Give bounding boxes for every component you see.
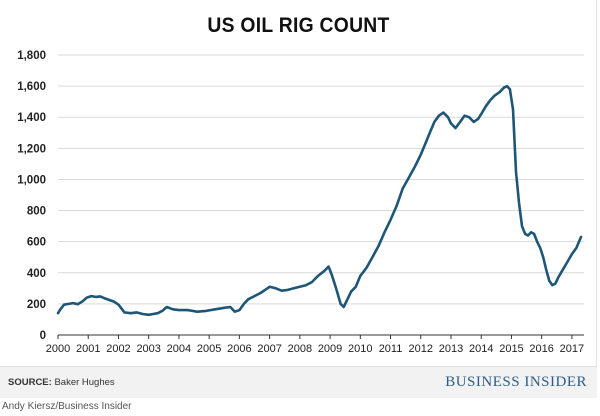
photo-credit: Andy Kiersz/Business Insider	[2, 401, 132, 412]
x-tick-label: 2002	[106, 343, 130, 355]
y-tick-label: 1,000	[17, 174, 46, 186]
x-tick-label: 2006	[227, 343, 251, 355]
brand-logo: BUSINESS INSIDER	[445, 374, 587, 390]
y-tick-label: 1,800	[17, 50, 46, 62]
source-value: Baker Hughes	[54, 377, 115, 388]
rig-count-line	[56, 84, 583, 317]
x-tick-label: 2016	[529, 343, 553, 355]
x-tick-label: 2017	[560, 343, 584, 355]
gridlines	[58, 54, 584, 305]
x-tick-label: 2007	[257, 343, 281, 355]
source-note: SOURCE: Baker Hughes	[8, 377, 115, 388]
x-tick-label: 2013	[439, 343, 463, 355]
x-tick-label: 2011	[379, 343, 403, 355]
y-tick-label: 600	[27, 237, 46, 249]
chart-card: US OIL RIG COUNT 0 200 400 600 800 1,000 1,200…	[0, 0, 597, 398]
x-tick-label: 2012	[409, 343, 433, 355]
y-tick-label: 1,400	[17, 112, 46, 124]
x-tick-label: 2014	[469, 343, 493, 355]
x-tick-label: 2004	[167, 343, 191, 355]
chart-title: US OIL RIG COUNT	[207, 14, 390, 37]
y-tick-label: 0	[40, 330, 46, 342]
x-tick-label: 2015	[499, 343, 523, 355]
source-label: SOURCE:	[8, 377, 52, 388]
y-axis-ticks: 0 200 400 600 800 1,000 1,200 1,400 1,600 1,800	[17, 50, 46, 342]
chart-footer: SOURCE: Baker Hughes BUSINESS INSIDER	[0, 366, 597, 398]
x-tick-label: 2001	[76, 343, 100, 355]
y-tick-label: 1,600	[17, 81, 46, 93]
x-tick-label: 2009	[318, 343, 342, 355]
x-axis-ticks: 2000 2001 2002 2003 2004 2005 2006 2007 2008 2009…	[46, 335, 584, 355]
x-tick-label: 2000	[46, 343, 70, 355]
x-tick-label: 2008	[288, 343, 312, 355]
x-tick-label: 2005	[197, 343, 221, 355]
line-chart: 0 200 400 600 800 1,000 1,200 1,400 1,600 1,800 2…	[17, 50, 584, 355]
x-tick-label: 2003	[136, 343, 160, 355]
y-tick-label: 800	[27, 206, 46, 218]
y-tick-label: 200	[27, 299, 46, 311]
y-tick-label: 400	[27, 268, 46, 280]
x-tick-label: 2010	[348, 343, 372, 355]
y-tick-label: 1,200	[17, 143, 46, 155]
